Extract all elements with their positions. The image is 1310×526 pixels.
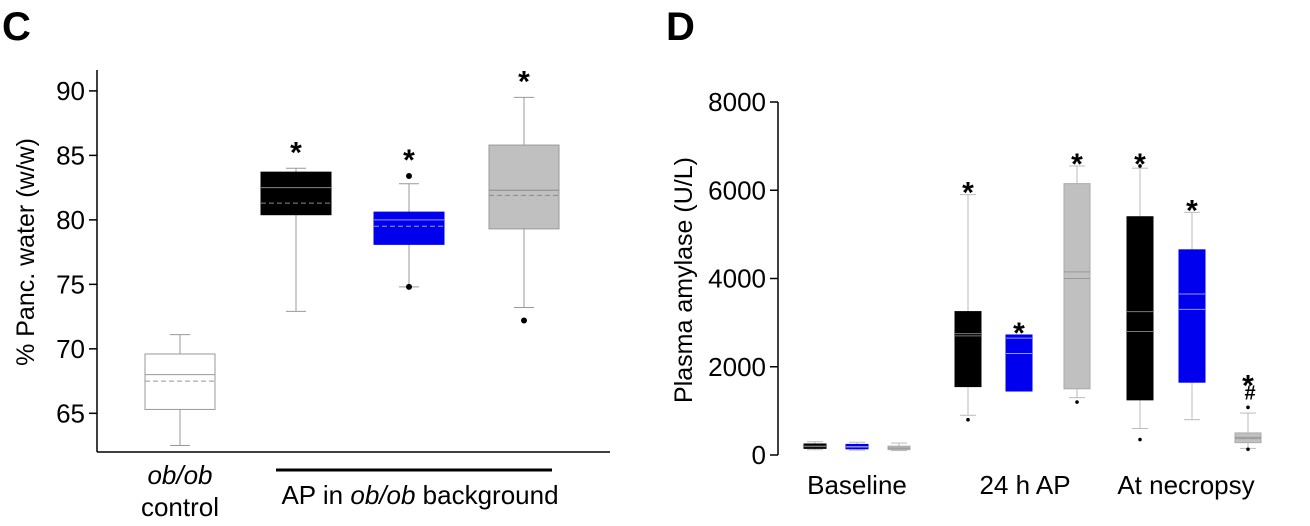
y-tick-label-d: 8000: [708, 87, 766, 117]
box: [954, 311, 982, 388]
category-label-d: 24 h AP: [979, 470, 1070, 500]
outlier-point: [406, 173, 412, 180]
outlier-point: [521, 317, 527, 324]
significance-marker: *: [290, 136, 302, 169]
category-label-ap: AP in ob/ob background: [281, 480, 558, 510]
y-tick-label-c: 80: [56, 205, 85, 235]
category-label-part: AP in: [281, 480, 350, 510]
y-tick-label-c: 90: [56, 76, 85, 106]
significance-marker: *: [1071, 148, 1083, 181]
y-tick-label-d: 6000: [708, 175, 766, 205]
box: [260, 171, 332, 216]
boxes-c: * * *: [144, 65, 560, 447]
y-axis-title-d: Plasma amylase (U/L): [670, 157, 698, 403]
outlier-point: [966, 417, 970, 422]
outlier-point: [1138, 437, 1142, 442]
y-tick-label-d: 2000: [708, 352, 766, 382]
significance-marker: *: [518, 65, 530, 98]
box: [1063, 183, 1091, 390]
panel-letter-c: C: [2, 5, 31, 49]
category-labels-d: Baseline 24 h AP At necropsy: [807, 470, 1255, 500]
category-label-d: Baseline: [807, 470, 907, 500]
category-label-control: ob/ob: [147, 460, 212, 490]
box: [144, 353, 216, 410]
significance-marker: *: [962, 177, 974, 210]
y-axis-d: 0 2000 4000 6000 8000: [708, 87, 779, 470]
category-label-part: ob/ob: [147, 460, 212, 490]
outlier-point: [1075, 400, 1079, 404]
y-axis-c: 65 70 75 80 85 90: [56, 70, 610, 453]
box: [488, 144, 560, 230]
box: [1126, 216, 1154, 401]
category-label-d: At necropsy: [1117, 470, 1254, 500]
significance-marker: *: [1242, 369, 1254, 402]
y-axis-title-c: % Panc. water (w/w): [12, 138, 40, 366]
outlier-point: [1246, 405, 1250, 410]
outlier-point: [406, 283, 412, 290]
panel-d: D Plasma amylase (U/L) 0 2000 4000 6000 8000…: [666, 5, 1262, 500]
category-label-control-line2: control: [141, 492, 219, 522]
significance-marker: *: [403, 144, 415, 177]
outlier-point: [1138, 164, 1142, 168]
y-tick-label-d: 0: [752, 440, 766, 470]
significance-marker: *: [1186, 194, 1198, 227]
panel-letter-d: D: [666, 5, 695, 49]
y-tick-label-c: 65: [56, 398, 85, 428]
box: [1005, 334, 1033, 392]
significance-marker-hash: #: [1244, 382, 1255, 404]
category-label-part: ob/ob: [350, 480, 415, 510]
significance-marker: *: [1134, 148, 1146, 181]
y-tick-label-c: 75: [56, 269, 85, 299]
y-tick-label-d: 4000: [708, 264, 766, 294]
category-label-part: background: [415, 480, 558, 510]
outlier-point: [1246, 447, 1250, 452]
boxes-d: *** **#*: [803, 148, 1262, 452]
panel-c: C % Panc. water (w/w) 65 70 75 80 85 90 * * * o…: [2, 5, 610, 522]
significance-marker: *: [1013, 317, 1025, 350]
box: [1178, 249, 1206, 383]
box: [373, 211, 445, 245]
y-tick-label-c: 70: [56, 334, 85, 364]
y-tick-label-c: 85: [56, 140, 85, 170]
